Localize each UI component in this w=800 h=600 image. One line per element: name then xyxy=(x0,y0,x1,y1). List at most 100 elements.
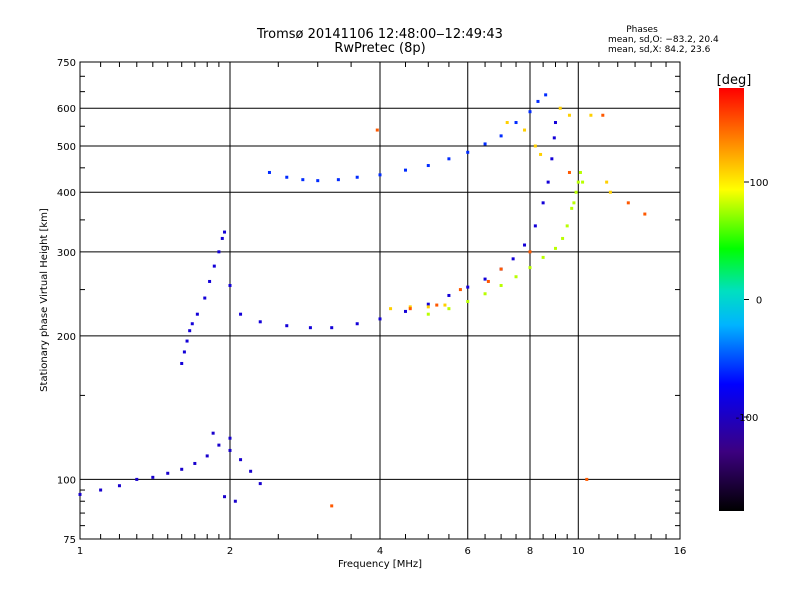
x-tick-label: 6 xyxy=(465,546,471,557)
data-point xyxy=(378,317,382,321)
data-point xyxy=(585,477,589,481)
data-point xyxy=(589,113,593,117)
data-point xyxy=(316,179,320,183)
data-point xyxy=(426,305,430,309)
data-point xyxy=(447,157,451,161)
data-point xyxy=(330,326,334,330)
data-point xyxy=(574,190,578,194)
data-point xyxy=(466,300,470,304)
data-point xyxy=(541,201,545,205)
data-point xyxy=(408,307,412,311)
data-point xyxy=(78,492,82,496)
data-points xyxy=(78,93,647,508)
data-point xyxy=(212,264,216,268)
data-point xyxy=(375,128,379,132)
data-point xyxy=(511,257,515,261)
chart-subtitle: RwPretec (8p) xyxy=(334,41,425,56)
data-point xyxy=(447,293,451,297)
data-point xyxy=(182,350,186,354)
data-point xyxy=(533,144,537,148)
data-point xyxy=(151,475,155,479)
data-point xyxy=(408,305,412,309)
data-point xyxy=(267,170,271,174)
colorbar-label: [deg] xyxy=(717,73,752,88)
y-tick-label: 750 xyxy=(57,58,76,69)
data-point xyxy=(523,243,527,247)
colorbar-gradient xyxy=(719,88,744,511)
data-point xyxy=(578,170,582,174)
data-point xyxy=(426,164,430,168)
colorbar-tick-label: 0 xyxy=(756,296,762,307)
data-point xyxy=(514,121,518,125)
y-tick-label: 75 xyxy=(63,535,76,546)
data-point xyxy=(499,134,503,138)
x-gridlines xyxy=(100,62,667,539)
data-point xyxy=(483,292,487,296)
data-point xyxy=(239,312,243,316)
data-point xyxy=(443,303,447,307)
x-tick-label: 10 xyxy=(572,546,585,557)
x-tick-label: 4 xyxy=(377,546,383,557)
data-point xyxy=(458,288,462,292)
data-point xyxy=(389,307,393,311)
data-point xyxy=(499,283,503,287)
data-point xyxy=(435,303,439,307)
data-point xyxy=(217,250,221,254)
x-tick-labels: 1 2 4 6 8 10 16 xyxy=(77,546,687,557)
chart-title: Tromsø 20141106 12:48:00‒12:49:43 xyxy=(256,27,503,42)
data-point xyxy=(601,113,605,117)
data-point xyxy=(528,266,532,270)
data-point xyxy=(426,312,430,316)
data-point xyxy=(546,180,550,184)
phases-heading: Phases xyxy=(626,25,658,35)
data-point xyxy=(228,448,232,452)
y-tick-label: 400 xyxy=(57,188,76,199)
data-point xyxy=(258,320,262,324)
data-point xyxy=(447,307,451,311)
data-point xyxy=(233,499,237,503)
data-point xyxy=(553,121,557,125)
data-point xyxy=(355,175,359,179)
data-point xyxy=(228,283,232,287)
data-point xyxy=(544,93,548,97)
y-tick-label: 600 xyxy=(57,104,76,115)
data-point xyxy=(486,279,490,283)
data-point xyxy=(505,121,509,125)
y-tick-labels: 75 100 200 300 400 500 600 750 xyxy=(57,58,76,546)
data-point xyxy=(228,436,232,440)
data-point xyxy=(541,255,545,259)
data-point xyxy=(135,477,139,481)
data-point xyxy=(608,190,612,194)
colorbar: [deg] 100 0 -100 xyxy=(717,73,769,511)
data-point xyxy=(576,180,580,184)
data-point xyxy=(552,136,556,140)
data-point xyxy=(523,128,527,132)
data-point xyxy=(220,236,224,240)
data-point xyxy=(567,113,571,117)
data-point xyxy=(643,212,647,216)
data-point xyxy=(249,469,253,473)
data-point xyxy=(166,471,170,475)
data-point xyxy=(514,275,518,279)
y-tick-label: 100 xyxy=(57,475,76,486)
data-point xyxy=(499,267,503,271)
y-tick-label: 200 xyxy=(57,332,76,343)
data-point xyxy=(205,454,209,458)
phases-line-o: mean, sd,O: −83.2, 20.4 xyxy=(608,35,719,45)
data-point xyxy=(570,206,574,210)
data-point xyxy=(403,168,407,172)
plot-area xyxy=(78,61,681,540)
data-point xyxy=(193,461,197,465)
data-point xyxy=(565,224,569,228)
y-axis-label: Stationary phase Virtual Height [km] xyxy=(39,208,50,392)
data-point xyxy=(581,180,585,184)
data-point xyxy=(466,285,470,289)
data-point xyxy=(426,302,430,306)
data-point xyxy=(403,309,407,313)
data-point xyxy=(308,326,312,330)
colorbar-tick-label: 100 xyxy=(749,178,768,189)
data-point xyxy=(185,339,189,343)
data-point xyxy=(483,277,487,281)
data-point xyxy=(211,431,215,435)
data-point xyxy=(528,110,532,114)
